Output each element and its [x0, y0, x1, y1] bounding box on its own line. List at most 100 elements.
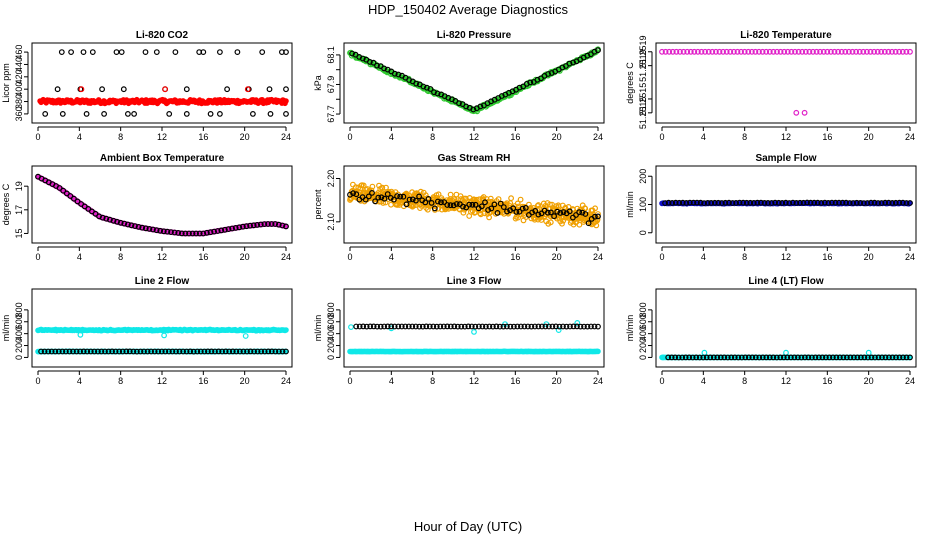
series-average: [35, 173, 289, 237]
data-point: [466, 201, 473, 208]
data-point: [816, 354, 822, 361]
data-point: [142, 49, 149, 55]
x-tick-label: 16: [510, 252, 520, 262]
data-point: [691, 48, 698, 55]
data-point: [720, 48, 726, 55]
x-tick-label: 20: [864, 252, 874, 262]
data-point: [440, 323, 447, 330]
data-point: [573, 212, 579, 218]
data-point: [662, 48, 669, 55]
data-point: [556, 323, 563, 330]
data-point: [197, 348, 204, 355]
y-tick-label: 460: [14, 45, 24, 60]
data-point: [447, 202, 454, 209]
data-point: [531, 216, 538, 223]
data-point: [847, 354, 854, 361]
data-point: [715, 199, 722, 206]
data-point: [828, 48, 834, 55]
panel-title: Li-820 CO2: [136, 30, 189, 41]
data-point: [792, 48, 798, 55]
data-point: [472, 323, 479, 330]
data-point: [679, 199, 686, 206]
data-point: [208, 348, 215, 355]
data-marks: [37, 49, 289, 117]
figure-title: HDP_150402 Average Diagnostics: [368, 2, 568, 17]
x-tick-label: 16: [198, 252, 208, 262]
data-point: [679, 354, 686, 361]
y-tick-label: 800: [638, 302, 648, 317]
data-point: [810, 48, 816, 55]
data-point: [423, 323, 430, 330]
data-point: [353, 191, 360, 198]
data-point: [868, 199, 874, 206]
data-point: [864, 200, 871, 206]
data-point: [151, 348, 158, 355]
data-point: [254, 221, 261, 228]
y-tick-label: 17: [14, 205, 24, 215]
x-tick-label: 4: [701, 376, 706, 386]
x-tick-label: 16: [198, 132, 208, 142]
data-point: [548, 209, 554, 216]
data-point: [70, 195, 77, 202]
data-point: [219, 348, 226, 355]
data-point: [194, 348, 201, 355]
data-point: [275, 221, 282, 228]
x-tick-label: 4: [389, 376, 394, 386]
data-point: [559, 220, 565, 227]
data-point: [595, 348, 601, 355]
data-point: [162, 348, 169, 355]
y-tick-label: 400: [14, 326, 24, 341]
series-average: [349, 47, 601, 113]
data-point: [743, 199, 750, 206]
data-point: [838, 48, 845, 55]
x-tick-label: 0: [35, 132, 40, 142]
data-point: [518, 323, 524, 330]
data-point: [881, 48, 888, 55]
data-point: [811, 199, 818, 206]
data-point: [668, 354, 675, 361]
data-point: [215, 348, 222, 355]
data-point: [98, 348, 105, 355]
data-point: [713, 48, 719, 55]
x-tick-label: 16: [822, 376, 832, 386]
data-point: [259, 49, 266, 55]
data-point: [770, 48, 777, 55]
data-point: [857, 199, 864, 206]
series-spikes: [660, 349, 872, 361]
data-point: [704, 199, 711, 206]
data-point: [696, 354, 703, 361]
data-point: [836, 199, 842, 206]
data-point: [519, 205, 526, 212]
data-point: [216, 110, 223, 117]
y-tick-label: 600: [638, 314, 648, 329]
data-point: [521, 323, 528, 330]
x-tick-label: 20: [864, 376, 874, 386]
data-point: [806, 48, 813, 55]
data-point: [381, 323, 388, 330]
data-point: [766, 48, 773, 55]
data-point: [840, 354, 847, 361]
data-point: [359, 55, 366, 62]
plot-frame: [655, 42, 917, 124]
data-point: [903, 48, 910, 55]
data-point: [534, 202, 541, 209]
x-tick-label: 24: [281, 252, 291, 262]
data-point: [669, 48, 676, 55]
series-average: [38, 348, 289, 355]
data-point: [595, 213, 601, 220]
data-point: [832, 199, 839, 206]
x-tick-label: 0: [35, 376, 40, 386]
data-point: [398, 323, 405, 330]
data-point: [807, 199, 814, 206]
data-point: [190, 348, 197, 355]
data-point: [690, 199, 697, 206]
data-point: [42, 110, 49, 117]
x-tick-label: 8: [742, 132, 747, 142]
data-point: [377, 323, 384, 330]
data-point: [889, 199, 896, 206]
x-tick-label: 24: [281, 376, 291, 386]
data-point: [495, 196, 502, 203]
data-point: [435, 191, 442, 198]
data-point: [116, 348, 123, 355]
data-point: [907, 48, 913, 55]
